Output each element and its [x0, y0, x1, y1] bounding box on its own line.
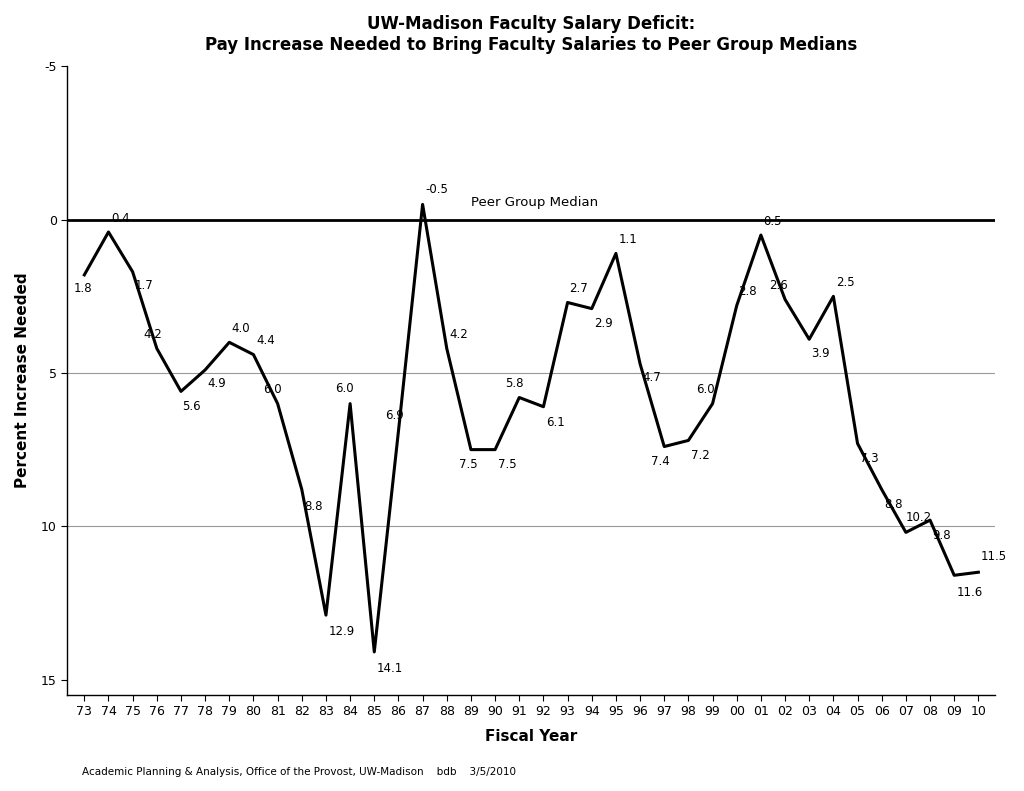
Title: UW-Madison Faculty Salary Deficit:
Pay Increase Needed to Bring Faculty Salaries: UW-Madison Faculty Salary Deficit: Pay I…	[205, 15, 857, 54]
Text: 7.4: 7.4	[651, 456, 670, 468]
Text: 0.5: 0.5	[763, 215, 781, 228]
Text: 1.1: 1.1	[618, 233, 637, 246]
Text: 6.1: 6.1	[546, 415, 564, 429]
Text: 4.4: 4.4	[256, 335, 274, 347]
Y-axis label: Percent Increase Needed: Percent Increase Needed	[15, 273, 30, 489]
Text: 6.0: 6.0	[263, 384, 282, 396]
Text: 7.5: 7.5	[459, 459, 477, 471]
Text: 7.5: 7.5	[498, 459, 516, 471]
Text: 4.2: 4.2	[143, 328, 162, 341]
Text: 6.0: 6.0	[695, 384, 715, 396]
Text: 8.8: 8.8	[304, 500, 323, 513]
Text: -0.5: -0.5	[425, 183, 447, 195]
Text: 5.6: 5.6	[182, 400, 201, 413]
X-axis label: Fiscal Year: Fiscal Year	[485, 729, 578, 744]
Text: 6.0: 6.0	[336, 382, 354, 395]
Text: 8.8: 8.8	[884, 498, 902, 511]
Text: 3.9: 3.9	[812, 346, 830, 360]
Text: 7.3: 7.3	[860, 452, 879, 465]
Text: 9.8: 9.8	[933, 529, 951, 542]
Text: 4.9: 4.9	[208, 377, 226, 390]
Text: 4.0: 4.0	[231, 322, 250, 335]
Text: 2.7: 2.7	[568, 282, 588, 295]
Text: 2.9: 2.9	[594, 317, 613, 331]
Text: 11.5: 11.5	[981, 551, 1007, 563]
Text: 2.5: 2.5	[836, 276, 854, 289]
Text: 7.2: 7.2	[691, 449, 710, 462]
Text: Academic Planning & Analysis, Office of the Provost, UW-Madison    bdb    3/5/20: Academic Planning & Analysis, Office of …	[82, 766, 516, 777]
Text: 5.8: 5.8	[505, 377, 523, 390]
Text: Peer Group Median: Peer Group Median	[471, 196, 598, 209]
Text: 2.6: 2.6	[769, 279, 788, 292]
Text: 0.4: 0.4	[111, 212, 129, 225]
Text: 4.7: 4.7	[642, 371, 662, 384]
Text: 14.1: 14.1	[377, 662, 402, 676]
Text: 2.8: 2.8	[738, 286, 757, 298]
Text: 4.2: 4.2	[450, 328, 468, 341]
Text: 12.9: 12.9	[329, 626, 354, 638]
Text: 10.2: 10.2	[906, 510, 932, 524]
Text: 1.7: 1.7	[135, 279, 154, 292]
Text: 1.8: 1.8	[74, 282, 92, 295]
Text: 11.6: 11.6	[956, 585, 983, 599]
Text: 6.9: 6.9	[385, 410, 403, 422]
